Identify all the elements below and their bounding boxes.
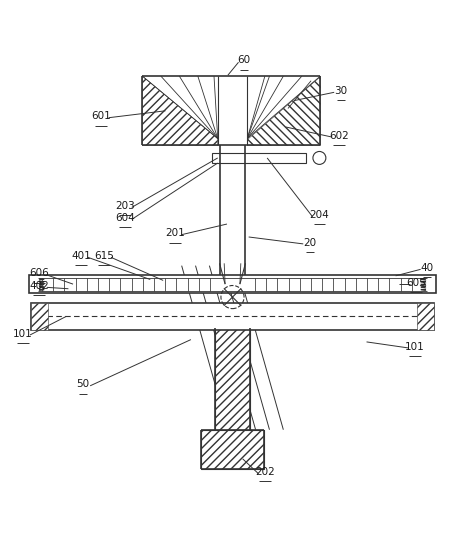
Text: 605: 605 bbox=[406, 278, 426, 288]
Polygon shape bbox=[142, 76, 218, 145]
Bar bbox=[218, 76, 247, 145]
Text: 602: 602 bbox=[329, 131, 349, 141]
Bar bbox=[418, 302, 433, 330]
Text: 402: 402 bbox=[29, 281, 49, 291]
Bar bbox=[215, 328, 250, 430]
Text: 615: 615 bbox=[94, 251, 114, 261]
Text: 201: 201 bbox=[165, 228, 185, 238]
Bar bbox=[32, 302, 47, 330]
Text: 203: 203 bbox=[115, 201, 135, 211]
Text: 204: 204 bbox=[310, 210, 329, 220]
Bar bbox=[29, 275, 436, 293]
Text: 20: 20 bbox=[304, 238, 317, 248]
Bar bbox=[142, 76, 320, 145]
Bar bbox=[212, 153, 306, 163]
Text: 604: 604 bbox=[115, 213, 135, 223]
Bar bbox=[219, 145, 246, 289]
Text: 50: 50 bbox=[76, 380, 89, 390]
Bar bbox=[201, 430, 264, 469]
Polygon shape bbox=[247, 76, 320, 145]
Text: 401: 401 bbox=[71, 251, 91, 261]
Text: 101: 101 bbox=[13, 329, 33, 339]
Text: 202: 202 bbox=[255, 467, 275, 477]
Text: 60: 60 bbox=[237, 55, 250, 65]
Bar bbox=[32, 302, 433, 330]
Text: 601: 601 bbox=[91, 111, 111, 121]
Text: 30: 30 bbox=[334, 86, 347, 96]
Text: 40: 40 bbox=[420, 263, 433, 273]
Text: 606: 606 bbox=[29, 268, 49, 278]
Text: 101: 101 bbox=[405, 342, 425, 352]
